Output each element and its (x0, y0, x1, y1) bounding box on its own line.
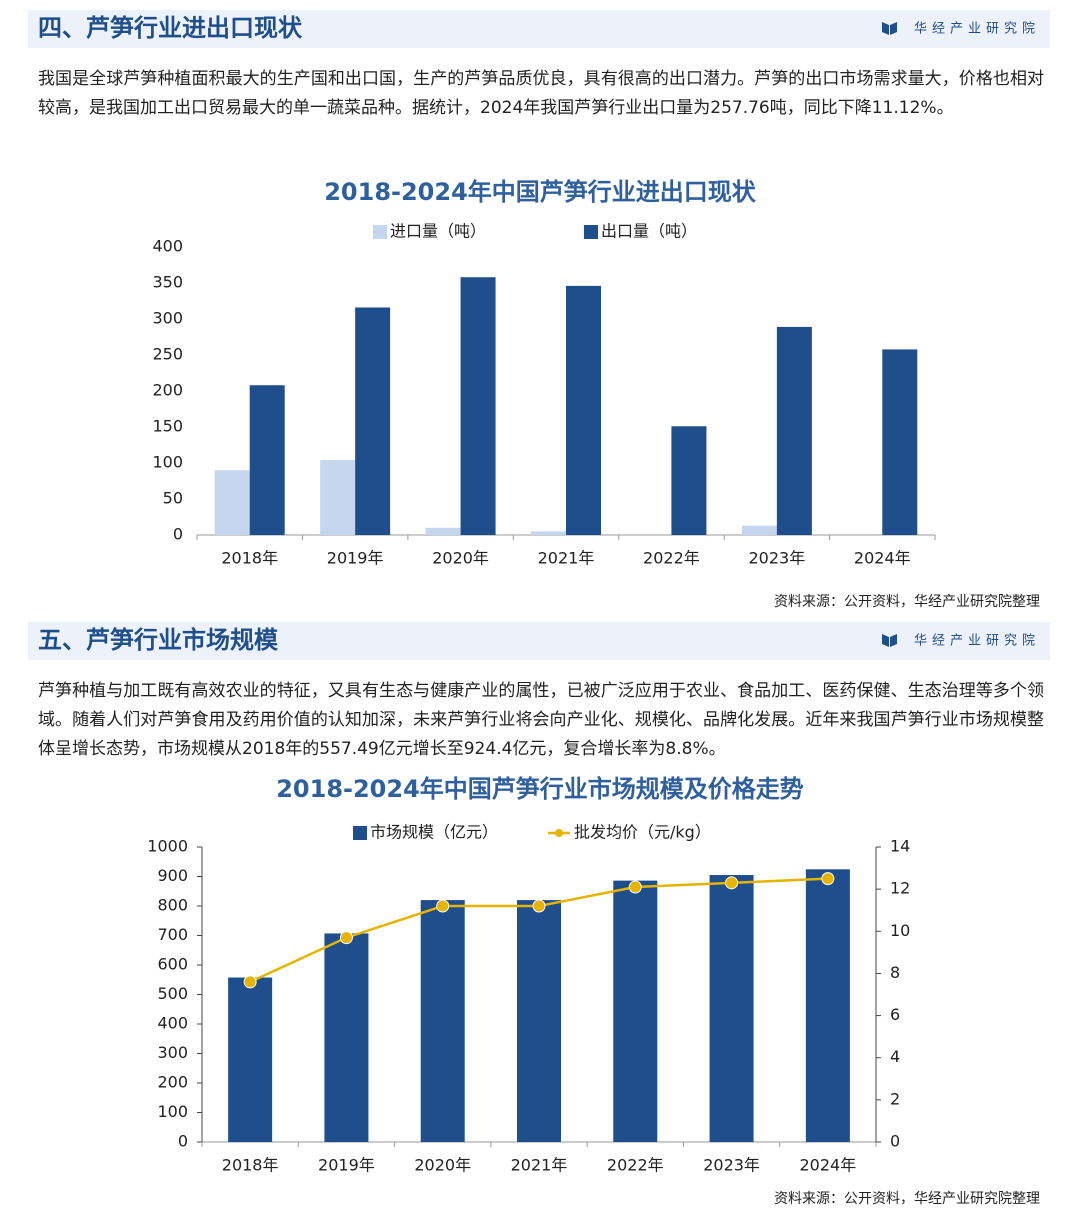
section-heading: 五、芦笋行业市场规模 (38, 626, 279, 654)
bar (741, 525, 777, 535)
x-tick-label: 2024年 (854, 549, 911, 568)
legend-label: 出口量（吨） (601, 222, 697, 241)
y2-tick-label: 14 (890, 837, 910, 856)
bar (566, 285, 601, 535)
x-tick-label: 2018年 (222, 1156, 279, 1175)
legend-swatch (584, 225, 598, 239)
y-tick-label: 1000 (147, 837, 188, 856)
legend-swatch (555, 829, 563, 837)
brand-icon (882, 634, 897, 647)
chart-title: 2018-2024年中国芦笋行业市场规模及价格走势 (276, 775, 804, 803)
bar (531, 531, 566, 535)
bar (709, 875, 754, 1142)
x-tick-label: 2023年 (748, 549, 805, 568)
y-tick-label: 800 (157, 896, 188, 915)
x-tick-label: 2021年 (538, 549, 595, 568)
y-tick-label: 0 (178, 1132, 188, 1151)
y2-tick-label: 12 (890, 879, 910, 898)
bar (228, 977, 273, 1142)
y2-tick-label: 10 (890, 921, 910, 940)
section-heading: 四、芦笋行业进出口现状 (38, 14, 303, 42)
x-tick-label: 2019年 (327, 549, 384, 568)
y-tick-label: 50 (163, 489, 183, 508)
legend-swatch (353, 826, 367, 840)
y-tick-label: 300 (152, 309, 183, 328)
x-tick-label: 2021年 (511, 1156, 568, 1175)
brand: 华经产业研究院 (914, 634, 1040, 649)
y2-tick-label: 0 (890, 1132, 900, 1151)
y-tick-label: 600 (157, 955, 188, 974)
bar (320, 460, 356, 535)
x-tick-label: 2020年 (432, 549, 489, 568)
bar (425, 527, 461, 535)
bar (249, 385, 285, 535)
x-tick-label: 2022年 (607, 1156, 664, 1175)
y-tick-label: 250 (152, 345, 183, 364)
section-header-bar (28, 622, 1050, 660)
bar (805, 869, 850, 1142)
legend-label: 市场规模（亿元） (370, 823, 498, 842)
x-tick-label: 2024年 (799, 1156, 856, 1175)
y-tick-label: 0 (173, 525, 183, 544)
line-point (821, 872, 835, 886)
y-tick-label: 200 (157, 1073, 188, 1092)
bar (882, 349, 918, 535)
line-point (628, 880, 642, 894)
y-tick-label: 700 (157, 925, 188, 944)
line-point (725, 876, 739, 890)
y-tick-label: 500 (157, 984, 188, 1003)
x-tick-label: 2019年 (318, 1156, 375, 1175)
y-tick-label: 100 (152, 453, 183, 472)
bar (460, 277, 496, 535)
y-tick-label: 150 (152, 417, 183, 436)
y-tick-label: 900 (157, 866, 188, 885)
legend-label: 进口量（吨） (390, 222, 486, 241)
line-point (532, 899, 546, 913)
y-tick-label: 200 (152, 381, 183, 400)
y-tick-label: 350 (152, 273, 183, 292)
x-tick-label: 2022年 (643, 549, 700, 568)
legend-label: 批发均价（元/kg） (574, 823, 711, 842)
x-tick-label: 2020年 (414, 1156, 471, 1175)
x-tick-label: 2018年 (221, 549, 278, 568)
y2-tick-label: 2 (890, 1089, 900, 1108)
y2-tick-label: 6 (890, 1005, 900, 1024)
source: 资料来源：公开资料，华经产业研究院整理 (774, 1191, 1040, 1207)
line-point (436, 899, 450, 913)
bar (355, 307, 391, 535)
brand-icon (882, 22, 897, 35)
y-tick-label: 100 (157, 1102, 188, 1121)
line-point (339, 931, 353, 945)
paragraph: 芦笋种植与加工既有高效农业的特征，又具有生态与健康产业的属性，已被广泛应用于农业… (38, 681, 1044, 759)
bar (671, 426, 707, 535)
paragraph: 我国是全球芦笋种植面积最大的生产国和出口国，生产的芦笋品质优良，具有很高的出口潜… (38, 69, 1044, 118)
bar (776, 326, 812, 535)
bar (613, 880, 658, 1142)
y2-tick-label: 8 (890, 963, 900, 982)
chart-title: 2018-2024年中国芦笋行业进出口现状 (324, 178, 757, 206)
brand: 华经产业研究院 (914, 22, 1040, 37)
legend-swatch (373, 225, 387, 239)
y-tick-label: 400 (157, 1014, 188, 1033)
line-point (243, 975, 257, 989)
bar (214, 470, 250, 535)
x-tick-label: 2023年 (703, 1156, 760, 1175)
source: 资料来源：公开资料，华经产业研究院整理 (774, 594, 1040, 610)
section-header-bar (28, 10, 1050, 48)
y2-tick-label: 4 (890, 1047, 900, 1066)
bar (420, 900, 465, 1142)
bar (324, 933, 369, 1142)
y-tick-label: 400 (152, 237, 183, 256)
bar (517, 900, 561, 1142)
y-tick-label: 300 (157, 1043, 188, 1062)
